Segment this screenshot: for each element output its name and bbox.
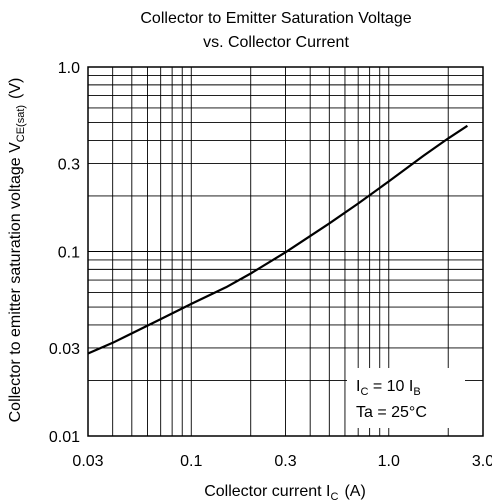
x-tick-label: 1.0 [378, 453, 400, 470]
x-tick-labels: 0.03 0.1 0.3 1.0 3.0 [72, 453, 492, 470]
annotation-line-1: IC = 10 IB [356, 378, 421, 398]
x-tick-label: 0.3 [274, 453, 296, 470]
annotation-box [347, 368, 465, 428]
x-tick-label: 0.1 [180, 453, 202, 470]
chart-title: Collector to Emitter Saturation Voltage [140, 10, 411, 27]
y-tick-label: 0.3 [58, 156, 80, 173]
curve-layer [87, 124, 469, 355]
annotation-line-2: Ta = 25°C [356, 404, 427, 421]
y-tick-label: 1.0 [58, 60, 80, 77]
y-tick-label: 0.03 [49, 341, 80, 358]
x-tick-label: 3.0 [472, 453, 492, 470]
y-axis-label: Collector to emitter saturation voltage … [7, 78, 27, 423]
chart-subtitle: vs. Collector Current [203, 34, 349, 51]
y-tick-label: 0.01 [49, 429, 80, 446]
plot-area [87, 66, 484, 437]
x-axis-label: Collector current IC (A) [204, 483, 366, 502]
y-tick-label: 0.1 [58, 245, 80, 262]
y-tick-labels: 0.01 0.03 0.1 0.3 1.0 [49, 60, 80, 446]
series-line [87, 124, 469, 355]
x-tick-label: 0.03 [72, 453, 103, 470]
